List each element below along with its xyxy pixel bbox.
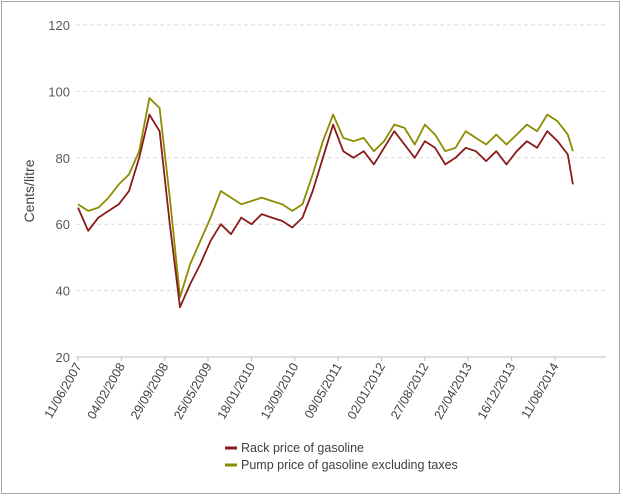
- x-tick-label: 29/09/2008: [128, 360, 171, 421]
- x-tick-label: 27/08/2012: [388, 360, 431, 421]
- y-tick-label: 20: [56, 350, 70, 365]
- legend-label: Pump price of gasoline excluding taxes: [241, 458, 458, 472]
- series-line-1: [77, 97, 574, 299]
- x-tick-label: 09/05/2011: [302, 360, 345, 420]
- x-tick-label: 22/04/2013: [431, 360, 474, 421]
- x-tick-label: 16/12/2013: [475, 360, 518, 421]
- y-tick-label: 100: [48, 84, 70, 99]
- y-tick-label: 80: [56, 151, 70, 166]
- x-tick-label: 02/01/2012: [345, 360, 388, 421]
- x-tick-label: 25/05/2009: [171, 360, 214, 421]
- x-axis-ticks: 11/06/2007 04/02/2008 29/09/2008 25/05/2009…: [42, 357, 562, 422]
- y-axis-ticks: 20 40 60 80 100 120: [48, 18, 70, 365]
- series-line-0: [77, 113, 574, 309]
- x-tick-label: 11/06/2007: [42, 360, 85, 420]
- legend-label: Rack price of gasoline: [241, 441, 364, 455]
- legend: Rack price of gasoline Pump price of gaso…: [225, 441, 458, 472]
- series-lines: [77, 97, 574, 309]
- x-tick-label: 11/08/2014: [519, 360, 562, 420]
- gridlines: [76, 24, 606, 292]
- y-tick-label: 40: [56, 284, 70, 299]
- y-tick-label: 120: [48, 18, 70, 33]
- x-tick-label: 13/09/2010: [258, 360, 301, 421]
- x-tick-label: 18/01/2010: [215, 360, 258, 421]
- y-tick-label: 60: [56, 217, 70, 232]
- x-tick-label: 04/02/2008: [85, 360, 128, 421]
- y-axis-label: Cents/litre: [21, 159, 37, 222]
